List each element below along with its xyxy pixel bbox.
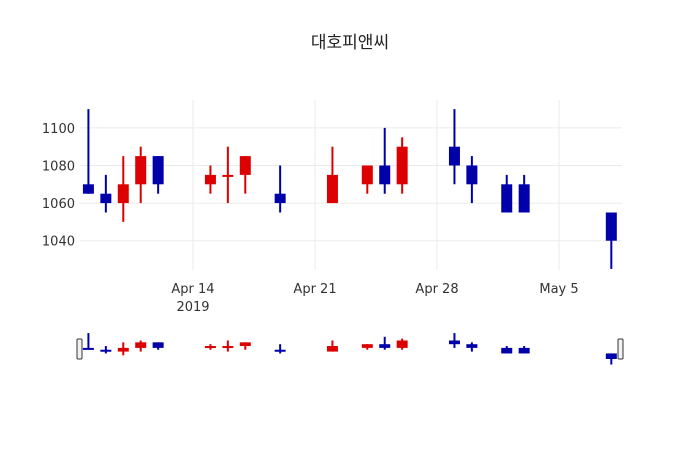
candle	[135, 146, 147, 204]
mini-candle	[100, 346, 112, 354]
candle	[152, 156, 164, 194]
candle	[239, 156, 251, 194]
x-tick-label: Apr 14	[171, 282, 214, 297]
candle	[204, 165, 216, 194]
candle	[448, 109, 460, 185]
mini-candle	[466, 342, 478, 352]
candles-main	[82, 109, 617, 269]
y-tick-label: 1060	[42, 197, 75, 212]
y-tick-label: 1040	[42, 235, 75, 250]
mini-candle	[117, 342, 129, 356]
mini-candle	[274, 344, 286, 354]
mini-candle	[326, 340, 338, 352]
candle	[396, 137, 408, 194]
candle	[379, 127, 391, 194]
mini-candle	[518, 346, 530, 354]
range-slider-left-handle[interactable]	[76, 338, 83, 360]
x-tick-label: Apr 28	[415, 282, 458, 297]
candle	[326, 146, 338, 204]
candle	[501, 174, 513, 213]
x-tick-label: Apr 21	[293, 282, 336, 297]
mini-candle	[152, 342, 164, 350]
mini-candle	[82, 333, 94, 350]
mini-candle	[501, 346, 513, 354]
mini-candle	[239, 342, 251, 350]
mini-candle	[448, 333, 460, 348]
candle	[274, 165, 286, 213]
mini-candle	[135, 340, 147, 352]
candle	[82, 109, 94, 194]
candle	[100, 174, 112, 213]
x-axis-ticks: Apr 14 2019 Apr 21 Apr 28 May 5	[171, 282, 578, 315]
mini-candle	[222, 340, 234, 352]
candle	[222, 146, 234, 204]
range-slider-right-handle[interactable]	[617, 338, 624, 360]
y-tick-label: 1080	[42, 160, 75, 175]
mini-candle	[396, 338, 408, 350]
mini-candle	[204, 344, 216, 350]
candle	[117, 156, 129, 222]
candle	[361, 165, 373, 194]
candle	[466, 156, 478, 204]
y-axis-ticks: 1040 1060 1080 1100	[42, 122, 75, 250]
range-slider-candles	[82, 333, 617, 365]
chart-title: 대호피앤씨	[311, 33, 389, 53]
candle	[518, 174, 530, 213]
mini-candle	[379, 336, 391, 350]
mini-candle	[361, 344, 373, 350]
range-slider[interactable]	[76, 333, 624, 365]
mini-candle	[605, 353, 617, 365]
x-tick-label: May 5	[539, 282, 578, 297]
candle	[605, 212, 617, 269]
x-tick-year-label: 2019	[176, 300, 209, 315]
y-tick-label: 1100	[42, 122, 75, 137]
gridlines	[80, 100, 622, 270]
